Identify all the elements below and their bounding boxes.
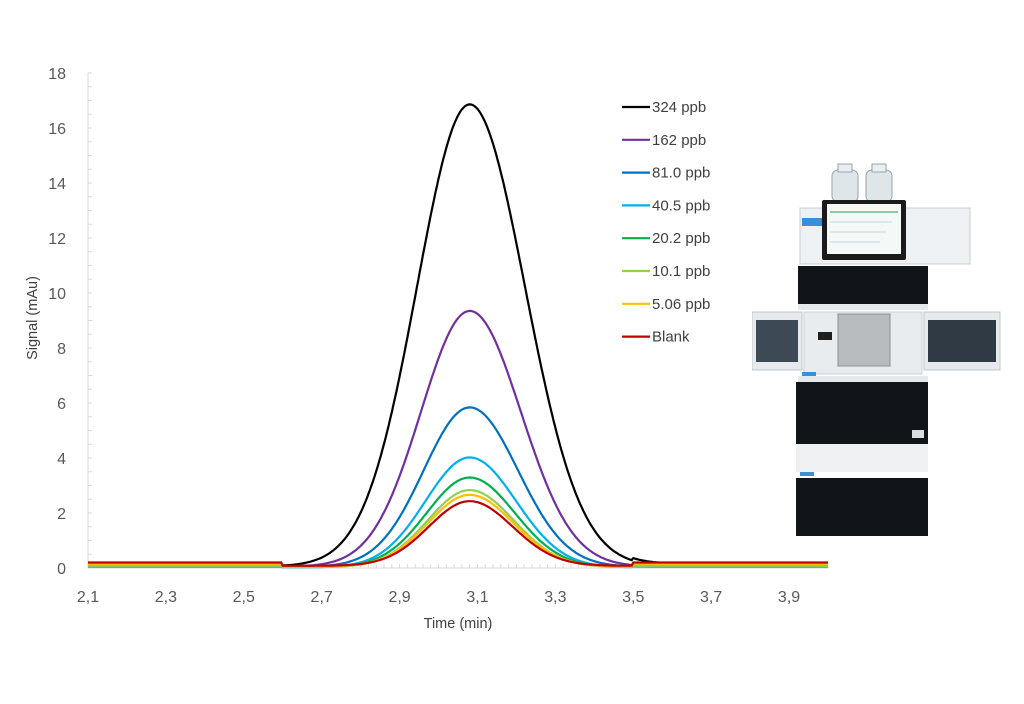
legend-item: 40.5 ppb [622,197,710,214]
x-tick-label: 3,3 [544,589,566,606]
x-tick-label: 3,5 [622,589,644,606]
series-line [88,309,828,568]
legend-item: Blank [622,329,690,346]
x-tick-label: 2,7 [311,589,333,606]
legend-item: 81.0 ppb [622,165,710,182]
x-axis: 2,1 2,3 2,5 2,7 2,9 3,1 3,3 3,5 3,7 3,9 [77,564,829,606]
y-tick-label: 12 [48,231,66,248]
series-line [88,103,828,567]
y-tick-label: 6 [57,396,66,413]
y-tick-label: 0 [57,561,66,578]
legend-label: 40.5 ppb [652,197,710,214]
legend-label: 10.1 ppb [652,263,710,280]
x-tick-label: 3,1 [466,589,488,606]
y-tick-label: 8 [57,341,66,358]
y-tick-label: 10 [48,286,66,303]
y-tick-label: 16 [48,121,66,138]
legend-label: 324 ppb [652,99,706,116]
touchscreen-icon [822,200,906,260]
legend-label: Blank [652,329,690,346]
series-lines [88,103,828,569]
solvent-bottles-icon [831,163,893,203]
legend-label: 162 ppb [652,132,706,149]
x-axis-title: Time (min) [424,616,493,632]
y-axis: 0 2 4 6 8 10 12 14 16 18 [48,66,92,578]
y-tick-label: 14 [48,176,66,193]
x-tick-label: 2,1 [77,589,99,606]
y-tick-label: 2 [57,506,66,523]
x-tick-label: 2,9 [388,589,410,606]
x-tick-label: 3,9 [778,589,800,606]
x-tick-label: 2,5 [233,589,255,606]
legend-label: 20.2 ppb [652,230,710,247]
x-tick-label: 2,3 [155,589,177,606]
legend-item: 10.1 ppb [622,263,710,280]
column-compartment [752,311,1001,375]
series-line [88,476,828,568]
series-line [88,406,828,568]
legend-item: 162 ppb [622,132,706,149]
series-line [88,500,828,567]
y-tick-label: 18 [48,66,66,83]
legend-item: 324 ppb [622,99,706,116]
x-tick-label: 3,7 [700,589,722,606]
series-line [88,456,828,569]
legend-label: 5.06 ppb [652,296,710,313]
legend-item: 20.2 ppb [622,230,710,247]
y-tick-label: 4 [57,451,66,468]
hplc-instrument-image [752,163,1001,536]
legend-item: 5.06 ppb [622,296,710,313]
series-line [88,493,828,568]
legend: 324 ppb 162 ppb 81.0 ppb 40.5 ppb 20.2 ppb 10… [622,99,710,346]
y-axis-title: Signal (mAu) [25,276,41,360]
series-line [88,488,828,569]
legend-label: 81.0 ppb [652,165,710,182]
